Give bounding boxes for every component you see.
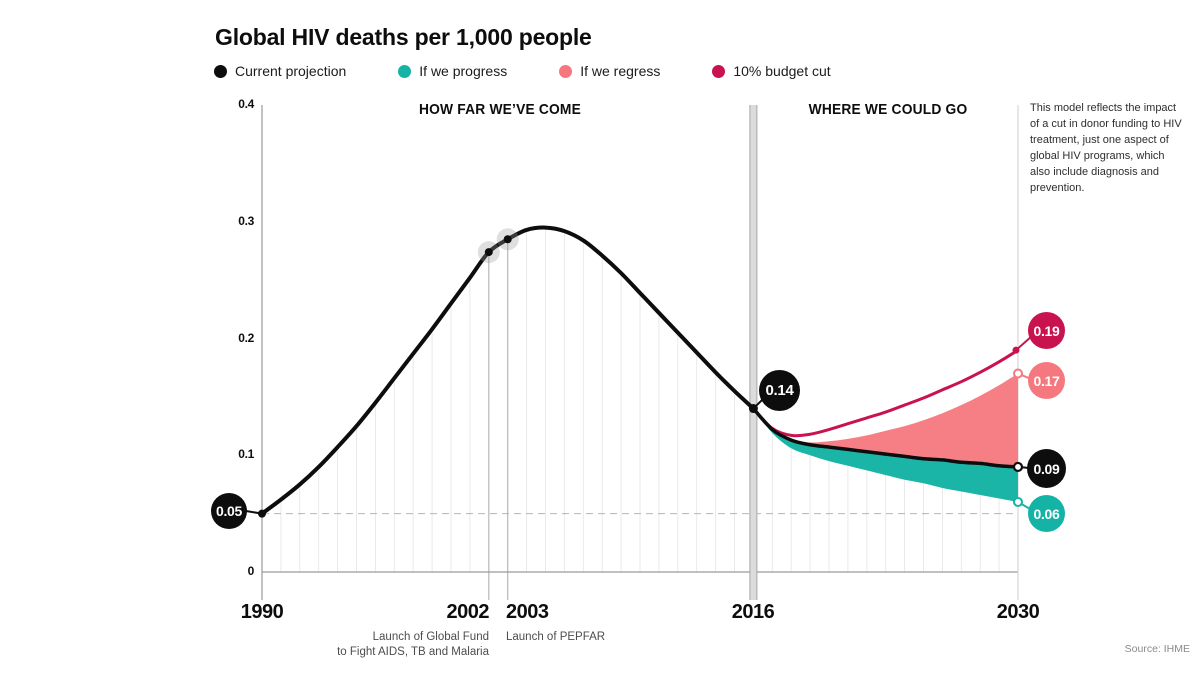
current-projection-dot-icon (214, 64, 227, 78)
legend-label: If we regress (580, 63, 661, 79)
progress-dot-icon (398, 64, 412, 78)
value-badge-2016: 0.14 (759, 370, 800, 411)
legend-label: Current projection (235, 63, 347, 79)
value-badge-current: 0.09 (1027, 449, 1066, 488)
x-axis-tick-1990: 1990 (240, 601, 284, 623)
legend-item-if-we-progress: If we progress (398, 63, 507, 79)
value-badge-budget-cut: 0.19 (1028, 312, 1065, 349)
value-badge-regress: 0.17 (1028, 362, 1065, 399)
legend-label: If we progress (419, 63, 508, 79)
legend-item-current-projection: Current projection (214, 63, 346, 79)
annotation-line: Launch of Global Fund (372, 631, 489, 643)
y-axis-tick-0-1: 0.1 (238, 447, 254, 461)
annotation-pepfar: Launch of PEPFAR (506, 631, 606, 643)
chart-legend: Current projection If we progress If we … (214, 63, 831, 79)
legend-label: 10% budget cut (733, 63, 831, 79)
value-badge-1990: 0.05 (211, 493, 247, 529)
source-credit: Source: IHME (1124, 643, 1190, 655)
y-axis-tick-0-4: 0.4 (238, 97, 254, 111)
annotation-global-fund: Launch of Global Fund to Fight AIDS, TB … (269, 630, 489, 660)
x-axis-tick-2002: 2002 (446, 601, 490, 623)
y-axis-tick-0-3: 0.3 (238, 214, 254, 228)
legend-item-budget-cut: 10% budget cut (712, 63, 831, 79)
x-axis-tick-2030: 2030 (996, 601, 1040, 623)
budget-cut-dot-icon (712, 64, 726, 78)
y-axis-tick-0-2: 0.2 (238, 331, 254, 345)
section-header-past: HOW FAR WE’VE COME (418, 101, 582, 118)
x-axis-tick-2003: 2003 (506, 601, 549, 623)
value-badge-progress: 0.06 (1028, 495, 1065, 532)
legend-item-if-we-regress: If we regress (559, 63, 660, 79)
page-title: Global HIV deaths per 1,000 people (215, 24, 592, 50)
regress-dot-icon (559, 64, 573, 78)
annotation-line: to Fight AIDS, TB and Malaria (337, 646, 489, 658)
x-axis-tick-2016: 2016 (731, 601, 775, 623)
section-header-future: WHERE WE COULD GO (808, 101, 968, 118)
model-note: This model reflects the impact of a cut … (1030, 102, 1182, 194)
y-axis-tick-0: 0 (247, 564, 255, 578)
